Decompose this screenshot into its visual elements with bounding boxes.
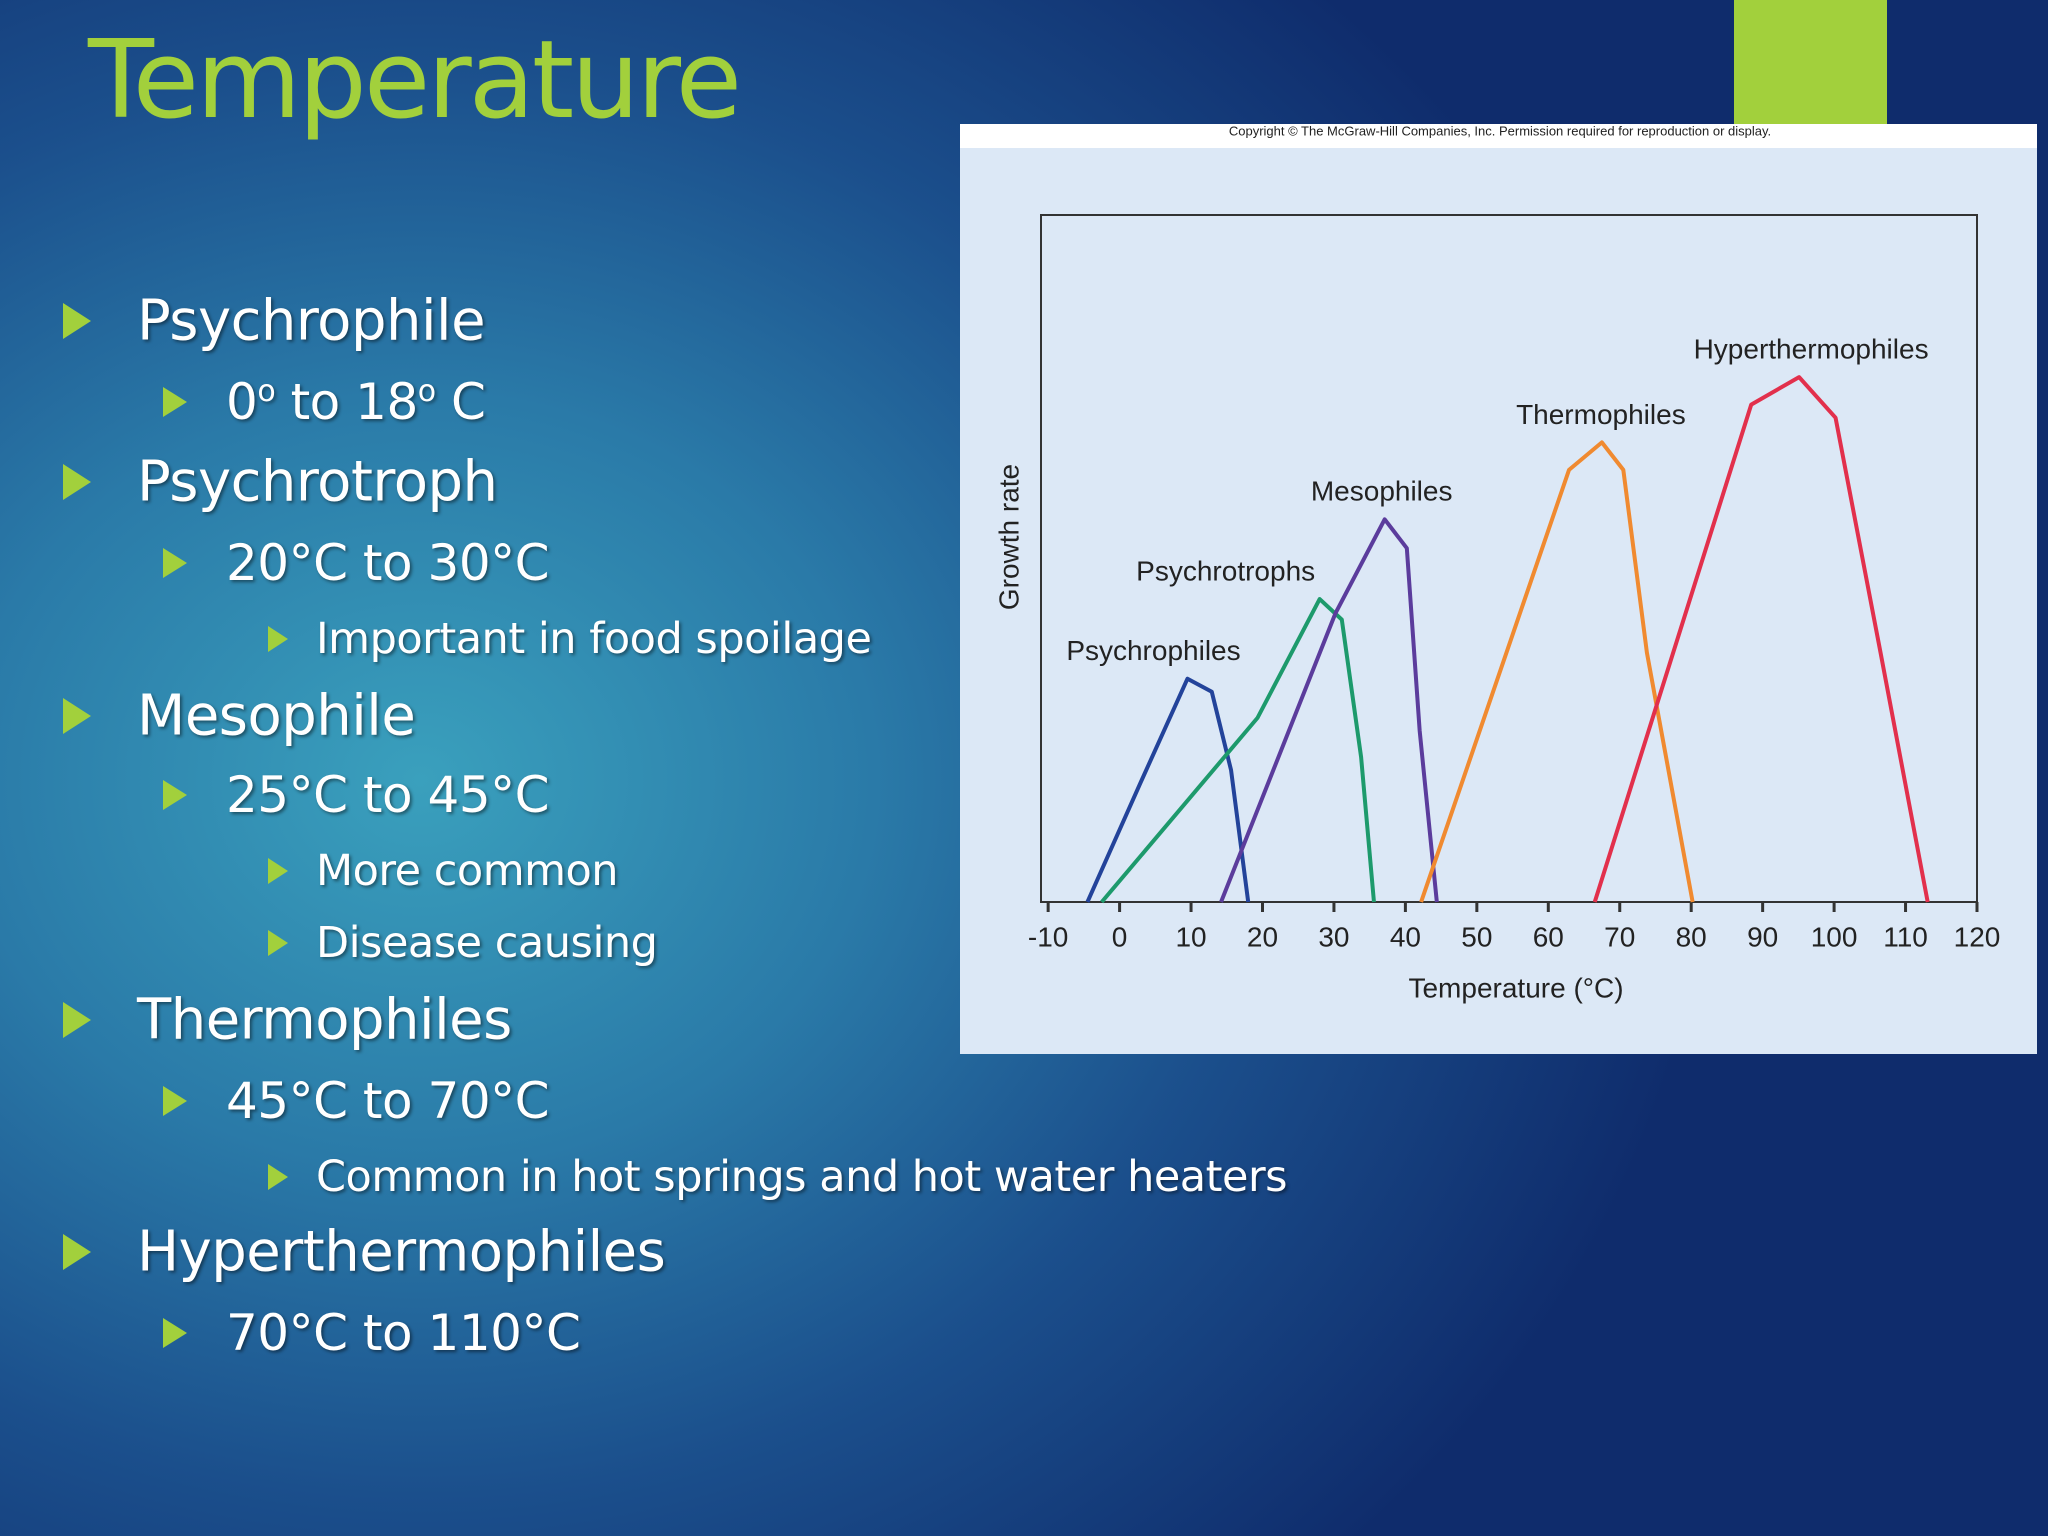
curve-label: Hyperthermophiles <box>1694 334 1929 365</box>
x-tick-label: 70 <box>1604 921 1635 952</box>
x-tick-label: -10 <box>1028 921 1068 952</box>
bullet-text: 20°C to 30°C <box>226 534 550 592</box>
superscript: o <box>417 374 436 409</box>
bullet-text: Psychrotroph <box>137 449 498 515</box>
bullet-text: Mesophile <box>137 683 416 749</box>
curve-label: Thermophiles <box>1516 399 1686 430</box>
x-tick-label: 80 <box>1676 921 1707 952</box>
x-tick-label: 110 <box>1883 921 1928 952</box>
bullet-text: Important in food spoilage <box>316 614 872 664</box>
bullet-arrow <box>63 303 91 339</box>
bullet-arrow <box>163 1086 187 1116</box>
x-tick-label: 0 <box>1112 921 1128 952</box>
x-tick-label: 60 <box>1533 921 1564 952</box>
bullet-arrow <box>268 626 288 652</box>
bullet-arrow <box>268 858 288 884</box>
growth-curve <box>1219 517 1439 903</box>
x-tick-label: 120 <box>1954 921 2001 952</box>
bullet-arrow <box>268 1164 288 1190</box>
bullet-text: Psychrophile <box>137 288 486 354</box>
curve-label: Mesophiles <box>1311 476 1453 507</box>
bullet-text: Disease causing <box>316 918 658 968</box>
x-tick-label: 30 <box>1318 921 1349 952</box>
x-axis-label: Temperature (°C) <box>1408 972 1623 1003</box>
x-tick-label: 10 <box>1175 921 1206 952</box>
bullet-text: More common <box>316 846 619 896</box>
text-part: 0 <box>226 373 258 431</box>
copyright: Copyright © The McGraw-Hill Companies, I… <box>1229 124 1771 138</box>
bullet-arrow <box>163 780 187 810</box>
bullet-arrow <box>63 1234 91 1270</box>
growth-curve <box>1085 676 1251 903</box>
x-tick-label: 90 <box>1747 921 1778 952</box>
slide-title: Temperature <box>88 18 742 143</box>
plot-frame <box>1040 214 1978 903</box>
chart-background <box>960 124 2037 1054</box>
growth-curve <box>1592 375 1930 903</box>
bullet-text: 25°C to 45°C <box>226 766 550 824</box>
bullet-text: 70°C to 110°C <box>226 1304 581 1362</box>
accent-block <box>1734 0 1887 124</box>
curve-label: Psychrotrophs <box>1136 555 1315 586</box>
x-tick-label: 40 <box>1390 921 1421 952</box>
bullet-arrow <box>163 1318 187 1348</box>
bullet-arrow <box>163 387 187 417</box>
curve-label: Psychrophiles <box>1066 635 1240 666</box>
x-tick-label: 20 <box>1247 921 1278 952</box>
bullet-arrow <box>63 1002 91 1038</box>
text-part: to 18 <box>275 373 419 431</box>
bullet-arrow <box>63 698 91 734</box>
bullet-text: Thermophiles <box>137 987 512 1053</box>
bullet-arrow <box>268 930 288 956</box>
growth-curve <box>1100 597 1376 904</box>
bullet-text: 0o to 18o C <box>226 373 486 431</box>
superscript: o <box>257 374 276 409</box>
bullet-text: Common in hot springs and hot water heat… <box>316 1152 1288 1202</box>
chart: Copyright © The McGraw-Hill Companies, I… <box>960 124 2037 1054</box>
bullet-text: Hyperthermophiles <box>137 1219 666 1285</box>
y-axis-label: Growth rate <box>993 464 1024 610</box>
bullet-arrow <box>63 464 91 500</box>
bullet-arrow <box>163 548 187 578</box>
x-tick-label: 50 <box>1461 921 1492 952</box>
bullet-text: 45°C to 70°C <box>226 1072 550 1130</box>
text-part: C <box>435 373 486 431</box>
growth-curve <box>1419 440 1695 903</box>
x-tick-label: 100 <box>1811 921 1858 952</box>
copyright-strip <box>960 124 2037 148</box>
